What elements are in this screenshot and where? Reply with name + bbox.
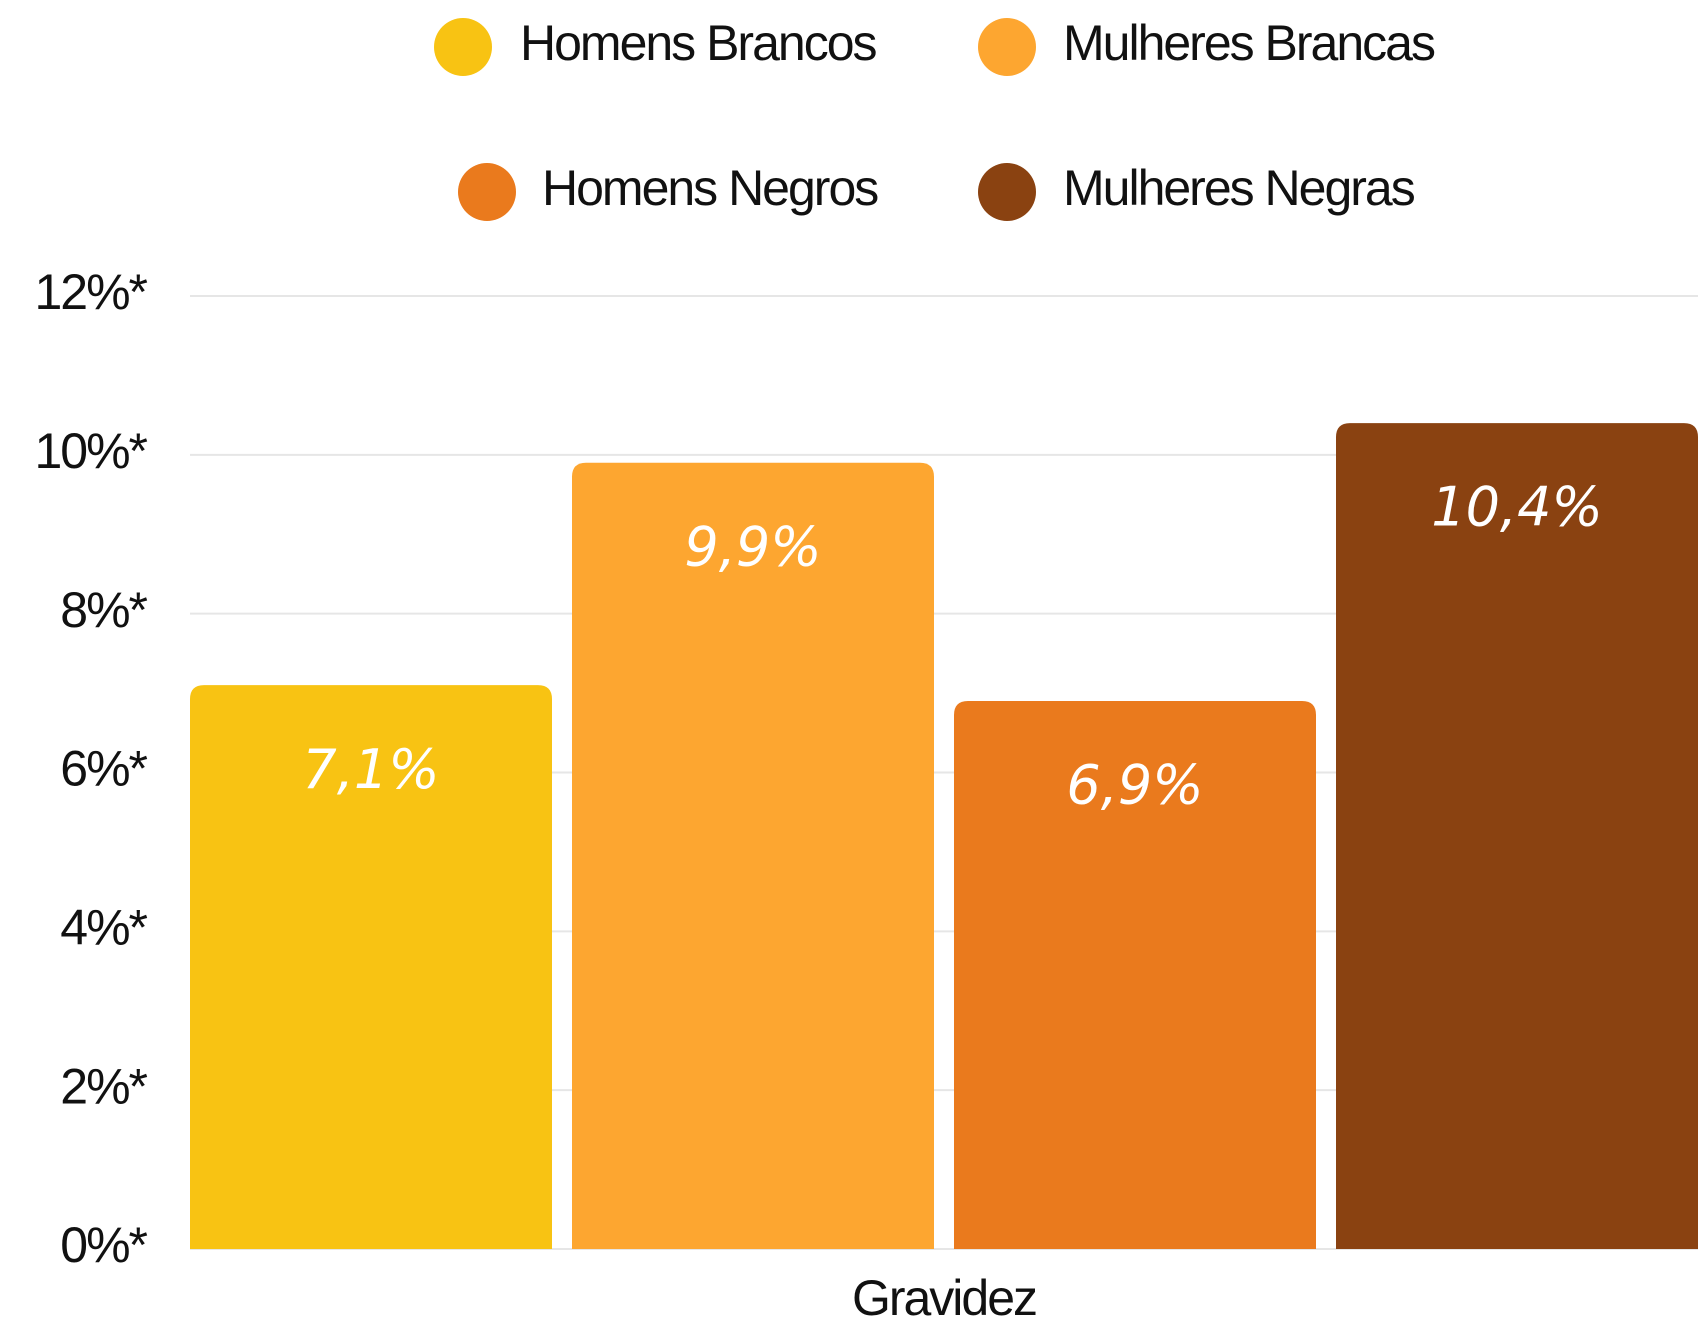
y-tick-label: 6%*: [60, 741, 147, 797]
y-tick-label: 10%*: [34, 423, 147, 479]
value-label: 7,1%: [302, 738, 439, 801]
legend-swatch: [978, 163, 1036, 221]
y-tick-label: 2%*: [60, 1058, 147, 1114]
legend-swatch: [978, 18, 1036, 76]
y-tick-label: 12%*: [34, 264, 147, 320]
y-tick-label: 0%*: [60, 1217, 147, 1273]
y-tick-label: 8%*: [60, 582, 147, 638]
bar: [190, 685, 552, 1249]
legend-swatch: [458, 163, 516, 221]
bar: [572, 462, 934, 1249]
y-tick-label: 4%*: [60, 900, 147, 956]
legend-label: Mulheres Negras: [1063, 160, 1415, 216]
legend-label: Homens Brancos: [520, 15, 876, 71]
legend-swatch: [434, 18, 492, 76]
legend-label: Homens Negros: [542, 160, 878, 216]
x-tick-label: Gravidez: [852, 1270, 1036, 1326]
value-label: 10,4%: [1431, 476, 1603, 539]
legend-label: Mulheres Brancas: [1063, 15, 1435, 71]
bar: [1336, 423, 1698, 1250]
value-label: 9,9%: [684, 515, 821, 578]
value-label: 6,9%: [1066, 754, 1203, 817]
bar: [954, 701, 1316, 1249]
